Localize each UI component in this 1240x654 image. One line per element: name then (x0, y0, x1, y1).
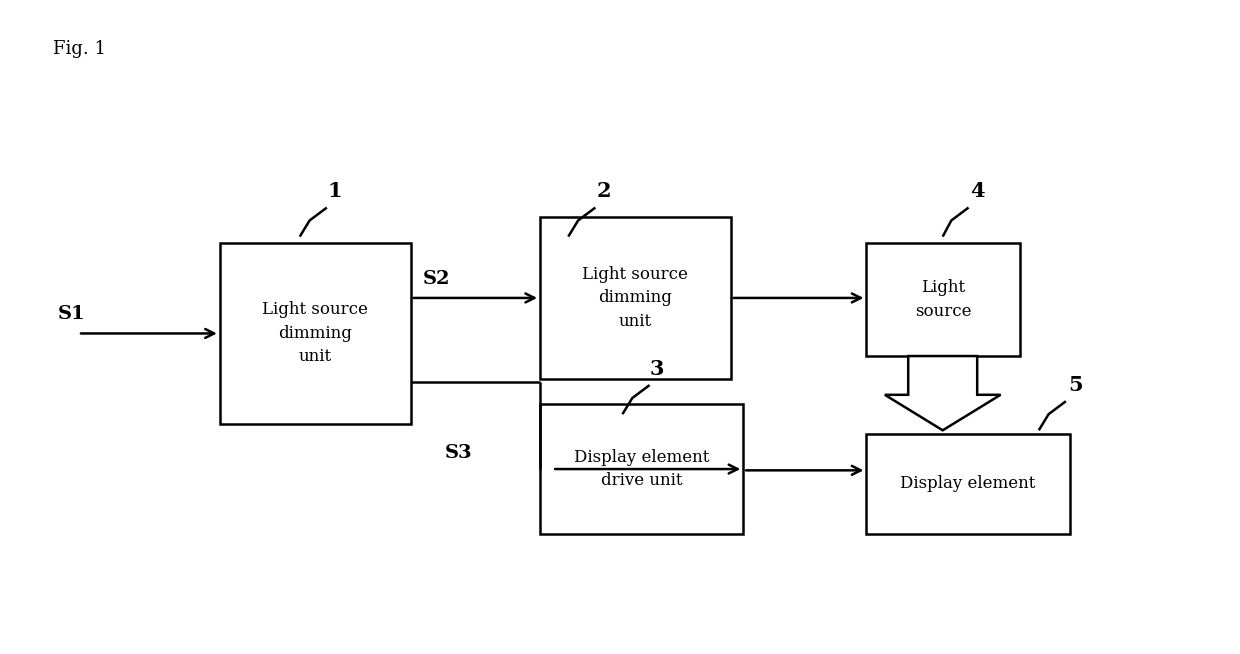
Text: 5: 5 (1069, 375, 1083, 395)
Bar (867, 434, 1070, 534)
Text: 3: 3 (650, 358, 665, 379)
Text: 2: 2 (596, 181, 611, 201)
Bar (219, 243, 410, 424)
Text: Fig. 1: Fig. 1 (53, 41, 107, 58)
Text: Display element
drive unit: Display element drive unit (574, 449, 709, 489)
Text: Light source
dimming
unit: Light source dimming unit (262, 301, 368, 366)
Text: Light source
dimming
unit: Light source dimming unit (583, 266, 688, 330)
Text: S1: S1 (58, 305, 86, 323)
Bar (539, 404, 743, 534)
Text: 1: 1 (327, 181, 341, 201)
Text: S3: S3 (445, 444, 472, 462)
Text: S2: S2 (423, 269, 450, 288)
Bar (539, 217, 730, 379)
Bar (867, 243, 1021, 356)
Text: Display element: Display element (900, 475, 1035, 492)
Text: 4: 4 (970, 181, 985, 201)
Polygon shape (885, 356, 1001, 430)
Text: Light
source: Light source (915, 279, 972, 320)
